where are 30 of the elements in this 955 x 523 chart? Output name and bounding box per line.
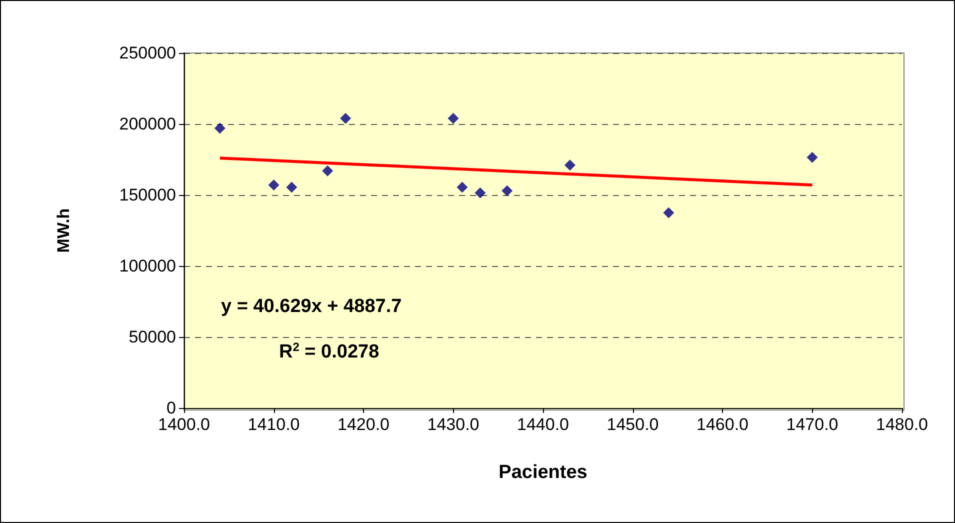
point [322,165,334,176]
point [806,152,818,163]
y-tick-label: 0 [166,398,176,418]
point [268,180,280,191]
x-tick-label: 1430.0 [427,415,480,434]
x-tick-label: 1410.0 [248,415,300,434]
x-tick-label: 1470.0 [786,415,838,434]
point [474,187,486,198]
x-tick-label: 1400.0 [158,415,210,434]
x-tick-label: 1460.0 [696,415,748,434]
x-tick-label: 1420.0 [338,415,390,434]
y-tick-label: 150000 [119,186,176,204]
x-axis-title: Pacientes [498,462,588,483]
y-tick-label: 100000 [119,256,176,276]
point [340,112,352,124]
point [502,185,513,196]
annotation: y = 40.629x + 4887.7 [221,296,402,317]
y-axis-title: MW.h [54,208,73,253]
point [564,160,576,171]
y-tick-label: 200000 [119,114,176,134]
y-tick-label: 50000 [128,328,176,346]
x-tick-label: 1450.0 [606,415,659,434]
point [286,182,298,193]
y-tick-label: 250000 [119,44,176,62]
point [448,112,459,124]
point [214,122,226,134]
point [456,182,468,193]
x-tick-label: 1440.0 [517,415,569,434]
point [663,207,674,218]
x-tick-label: 1480.0 [876,415,928,434]
